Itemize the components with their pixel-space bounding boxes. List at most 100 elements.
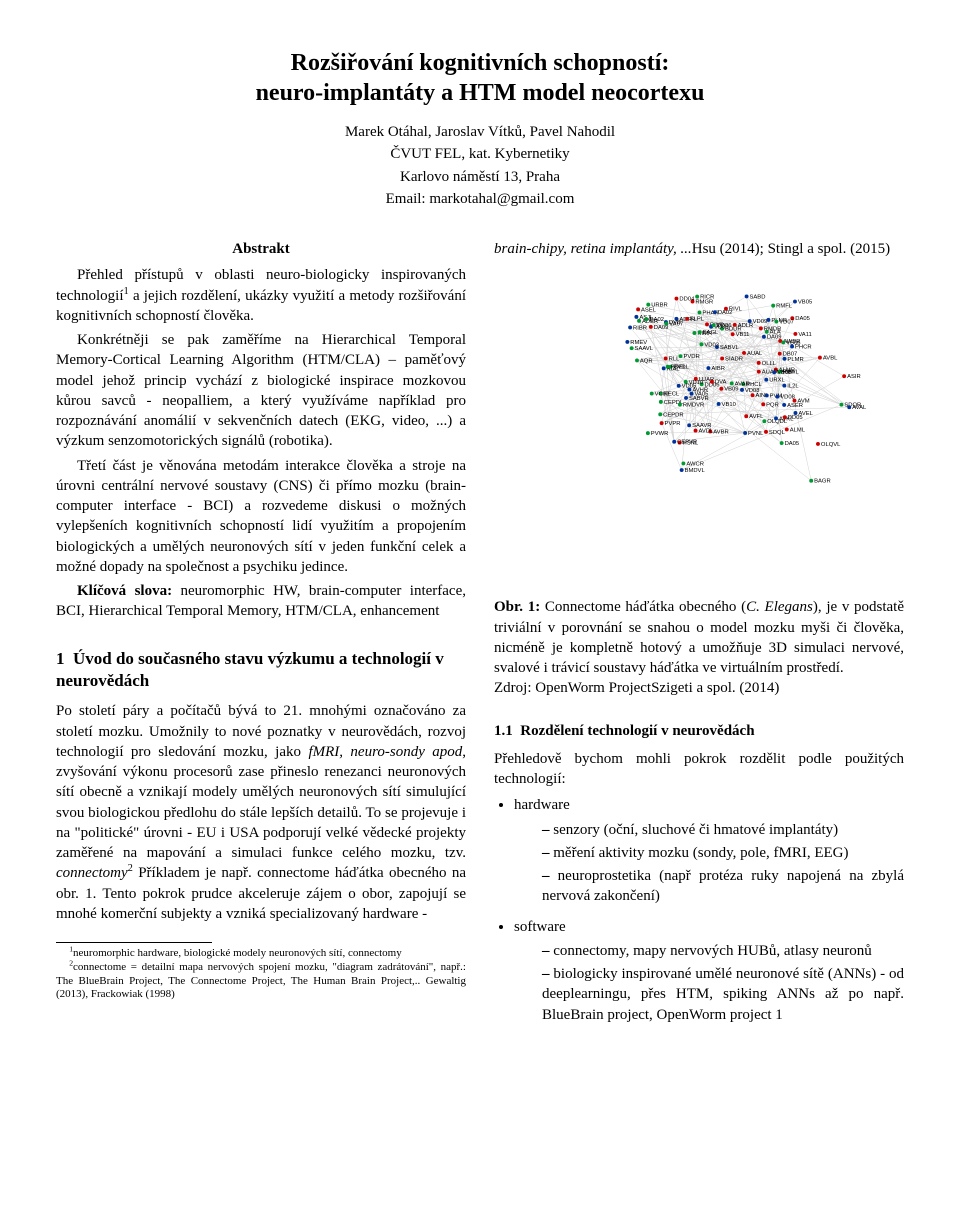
section-1-p1: Po století páry a počítačů bývá to 21. m… bbox=[56, 701, 466, 924]
svg-text:BAGL: BAGL bbox=[703, 330, 719, 336]
svg-text:VD05: VD05 bbox=[682, 384, 697, 390]
svg-text:VB08: VB08 bbox=[777, 370, 791, 376]
svg-text:PDEL: PDEL bbox=[671, 365, 687, 371]
right-column: brain-chipy, retina implantáty, ...Hsu (… bbox=[494, 239, 904, 1035]
svg-text:VB10: VB10 bbox=[722, 402, 737, 408]
svg-text:DA09: DA09 bbox=[654, 325, 669, 331]
svg-text:AVAR: AVAR bbox=[735, 382, 750, 388]
svg-text:ASIR: ASIR bbox=[847, 374, 861, 380]
section-1-1-title: Rozdělení technologií v neurovědách bbox=[520, 723, 754, 739]
footnote-1: 1neuromorphic hardware, biologické model… bbox=[56, 947, 466, 961]
svg-text:RLL: RLL bbox=[669, 357, 680, 363]
title-line-1: Rozšiřování kognitivních schopností: bbox=[291, 50, 670, 76]
svg-text:DA02: DA02 bbox=[718, 310, 733, 316]
svg-text:RMDVR: RMDVR bbox=[683, 403, 704, 409]
right-intro-a: brain-chipy, retina implantáty, ... bbox=[494, 241, 692, 257]
svg-text:DA02: DA02 bbox=[649, 317, 664, 323]
fig-cap-src: Zdroj: OpenWorm ProjectSzigeti a spol. (… bbox=[494, 680, 779, 696]
svg-text:AVBL: AVBL bbox=[823, 356, 838, 362]
affiliation-1: ČVUT FEL, kat. Kybernetiky bbox=[56, 144, 904, 164]
svg-text:AWCR: AWCR bbox=[686, 462, 704, 468]
two-column-layout: Abstrakt Přehled přístupů v oblasti neur… bbox=[56, 239, 904, 1035]
svg-text:URXL: URXL bbox=[769, 378, 785, 384]
svg-text:OLLL: OLLL bbox=[762, 361, 777, 367]
svg-text:VD07: VD07 bbox=[779, 320, 794, 326]
hardware-item: hardware senzory (oční, sluchové či hmat… bbox=[514, 795, 904, 906]
left-column: Abstrakt Přehled přístupů v oblasti neur… bbox=[56, 239, 466, 1035]
svg-text:VD08: VD08 bbox=[780, 395, 795, 401]
fig-cap-c: C. Elegans bbox=[746, 599, 813, 615]
svg-text:IL2L: IL2L bbox=[787, 384, 799, 390]
svg-text:SABD: SABD bbox=[750, 295, 766, 301]
abstract-p2: Konkrétněji se pak zaměříme na Hierarchi… bbox=[56, 330, 466, 452]
figure-1: ASJLPHARAINLASIRALMRPVMPHCLASELAWBRHSNLA… bbox=[494, 265, 904, 587]
keywords-label: Klíčová slova: bbox=[77, 583, 172, 599]
svg-text:SIADR: SIADR bbox=[725, 357, 743, 363]
svg-text:BMDVL: BMDVL bbox=[685, 468, 706, 474]
figure-1-caption: Obr. 1: Connectome háďátka obecného (C. … bbox=[494, 597, 904, 698]
svg-text:DA09: DA09 bbox=[767, 335, 782, 341]
fig-cap-b: Connectome háďátka obecného ( bbox=[540, 599, 746, 615]
svg-text:DVA: DVA bbox=[715, 380, 727, 386]
svg-text:ASER: ASER bbox=[787, 403, 803, 409]
svg-text:SABVL: SABVL bbox=[720, 345, 740, 351]
section-1-1-heading: 1.1 Rozdělení technologií v neurovědách bbox=[494, 721, 904, 741]
svg-text:DD06: DD06 bbox=[717, 323, 732, 329]
svg-text:DD04: DD04 bbox=[679, 297, 695, 303]
affiliation-2: Karlovo náměstí 13, Praha bbox=[56, 167, 904, 187]
svg-text:SDQL: SDQL bbox=[769, 430, 786, 436]
right-intro-b: Hsu (2014); Stingl a spol. (2015) bbox=[692, 241, 890, 257]
software-item: software connectomy, mapy nervových HUBů… bbox=[514, 917, 904, 1025]
hw-sub-2: měření aktivity mozku (sondy, pole, fMRI… bbox=[542, 843, 904, 863]
s1p1c: connectomy bbox=[56, 865, 128, 881]
svg-text:VD09: VD09 bbox=[753, 319, 768, 325]
svg-text:AVAL: AVAL bbox=[852, 405, 867, 411]
section-1-heading: 1 Úvod do současného stavu výzkumu a tec… bbox=[56, 648, 466, 694]
svg-text:PVWR: PVWR bbox=[651, 431, 669, 437]
svg-text:AVDL: AVDL bbox=[698, 429, 714, 435]
svg-text:VB05: VB05 bbox=[798, 300, 812, 306]
svg-text:BAGR: BAGR bbox=[814, 479, 831, 485]
hardware-sublist: senzory (oční, sluchové či hmatové impla… bbox=[514, 820, 904, 907]
title-line-2: neuro-implantáty a HTM model neocortexu bbox=[256, 80, 705, 106]
s1p1b: , zvyšování výkonu procesorů zase přines… bbox=[56, 744, 466, 861]
svg-text:PLMR: PLMR bbox=[787, 357, 803, 363]
svg-text:RICR: RICR bbox=[700, 295, 714, 301]
svg-text:DA05: DA05 bbox=[785, 441, 800, 447]
section-1-number: 1 bbox=[56, 649, 65, 668]
section-1-1-number: 1.1 bbox=[494, 723, 513, 739]
paper-title: Rozšiřování kognitivních schopností: neu… bbox=[56, 48, 904, 108]
svg-text:AVFL: AVFL bbox=[749, 414, 764, 420]
keywords: Klíčová slova: neuromorphic HW, brain-co… bbox=[56, 581, 466, 622]
tech-list: hardware senzory (oční, sluchové či hmat… bbox=[514, 795, 904, 1025]
s1p1i: fMRI, neuro-sondy apod bbox=[308, 744, 462, 760]
svg-text:PVDR: PVDR bbox=[683, 354, 699, 360]
abstract-p1: Přehled přístupů v oblasti neuro-biologi… bbox=[56, 265, 466, 326]
svg-text:CEPVR: CEPVR bbox=[677, 440, 697, 446]
svg-text:VB06: VB06 bbox=[786, 341, 800, 347]
fig-cap-a: Obr. 1: bbox=[494, 599, 540, 615]
sw-sub-1: connectomy, mapy nervových HUBů, atlasy … bbox=[542, 941, 904, 961]
email: Email: markotahal@gmail.com bbox=[56, 189, 904, 209]
svg-text:VA11: VA11 bbox=[798, 332, 811, 338]
svg-text:AQR: AQR bbox=[640, 359, 653, 365]
footnote-1-text: neuromorphic hardware, biologické modely… bbox=[73, 947, 402, 959]
svg-text:AVBR: AVBR bbox=[713, 430, 728, 436]
svg-text:DA05: DA05 bbox=[795, 316, 810, 322]
svg-text:VC02: VC02 bbox=[655, 392, 670, 398]
svg-text:AUAL: AUAL bbox=[747, 351, 763, 357]
svg-text:VB09: VB09 bbox=[724, 387, 738, 393]
svg-text:RMEV: RMEV bbox=[630, 340, 647, 346]
section-1-title: Úvod do současného stavu výzkumu a techn… bbox=[56, 649, 444, 691]
svg-text:RMFL: RMFL bbox=[776, 304, 793, 310]
svg-text:PQR: PQR bbox=[766, 403, 779, 409]
svg-text:CEPDR: CEPDR bbox=[663, 413, 683, 419]
svg-text:RIBR: RIBR bbox=[633, 326, 647, 332]
abstract-heading: Abstrakt bbox=[56, 239, 466, 259]
footnote-2: 2connectome = detailní mapa nervových sp… bbox=[56, 961, 466, 1002]
hw-sub-1: senzory (oční, sluchové či hmatové impla… bbox=[542, 820, 904, 840]
svg-text:VA07: VA07 bbox=[669, 322, 683, 328]
authors: Marek Otáhal, Jaroslav Vítků, Pavel Naho… bbox=[56, 122, 904, 142]
right-intro: brain-chipy, retina implantáty, ...Hsu (… bbox=[494, 239, 904, 259]
footnote-rule bbox=[56, 942, 212, 943]
